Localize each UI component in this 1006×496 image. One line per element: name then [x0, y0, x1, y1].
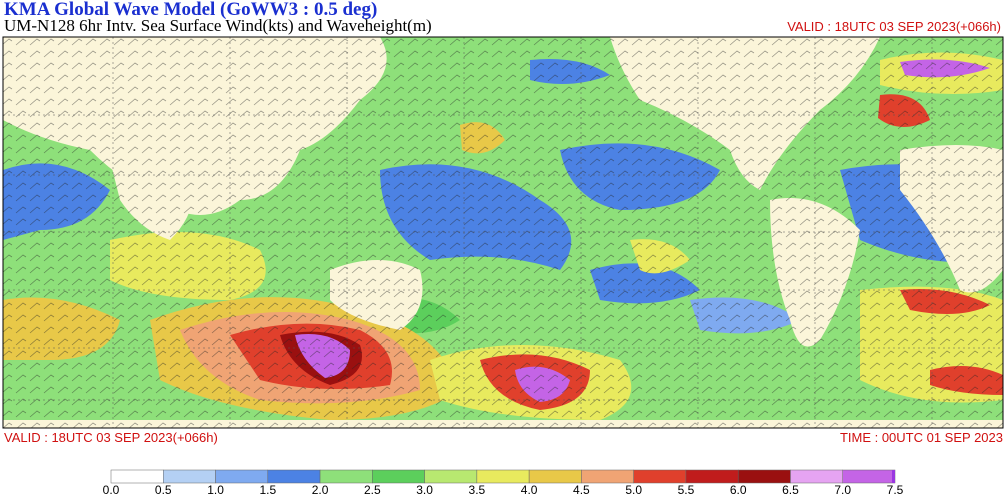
- legend-swatch: [842, 469, 896, 484]
- legend-label: 3.5: [469, 483, 486, 496]
- legend-swatch: [215, 469, 269, 484]
- legend-cap: [892, 470, 895, 483]
- legend-label: 3.0: [416, 483, 433, 496]
- legend-swatch: [790, 469, 843, 484]
- legend-swatch: [528, 469, 582, 484]
- legend-swatch: [581, 469, 634, 484]
- subtitle: UM-N128 6hr Intv. Sea Surface Wind(kts) …: [4, 16, 432, 35]
- legend-label: 1.0: [207, 483, 224, 496]
- legend-swatch: [476, 469, 530, 484]
- legend-label: 2.0: [312, 483, 329, 496]
- legend-label: 4.0: [521, 483, 538, 496]
- legend-swatch: [110, 469, 164, 484]
- legend-label: 6.5: [782, 483, 799, 496]
- legend-label: 5.5: [678, 483, 695, 496]
- legend-label: 0.0: [103, 483, 120, 496]
- legend-label: 7.0: [834, 483, 851, 496]
- legend-swatch: [319, 469, 373, 484]
- legend-label: 1.5: [259, 483, 276, 496]
- issue-time: TIME : 00UTC 01 SEP 2023: [840, 430, 1003, 445]
- legend-label: 2.5: [364, 483, 381, 496]
- title: KMA Global Wave Model (GoWW3 : 0.5 deg): [4, 0, 377, 20]
- map: [2, 36, 1004, 429]
- legend-swatch: [267, 469, 321, 484]
- legend-label: 4.5: [573, 483, 590, 496]
- legend-swatch: [424, 469, 478, 484]
- valid-top: VALID : 18UTC 03 SEP 2023(+066h): [787, 19, 1001, 34]
- legend-label: 0.5: [155, 483, 172, 496]
- color-legend: 0.0 0.5 1.0 1.5 2.0 2.5 3.0 3.5 4.0 4.5 5.0 5.5 6.0 6…: [103, 469, 904, 496]
- legend-swatch: [633, 469, 687, 484]
- legend-swatch: [737, 469, 791, 484]
- legend-label: 7.5: [887, 483, 904, 496]
- legend-swatch: [372, 469, 425, 484]
- legend-swatch: [163, 469, 216, 484]
- legend-label: 6.0: [730, 483, 747, 496]
- legend-swatch: [685, 469, 739, 484]
- legend-label: 5.0: [625, 483, 642, 496]
- valid-bottom: VALID : 18UTC 03 SEP 2023(+066h): [4, 430, 218, 445]
